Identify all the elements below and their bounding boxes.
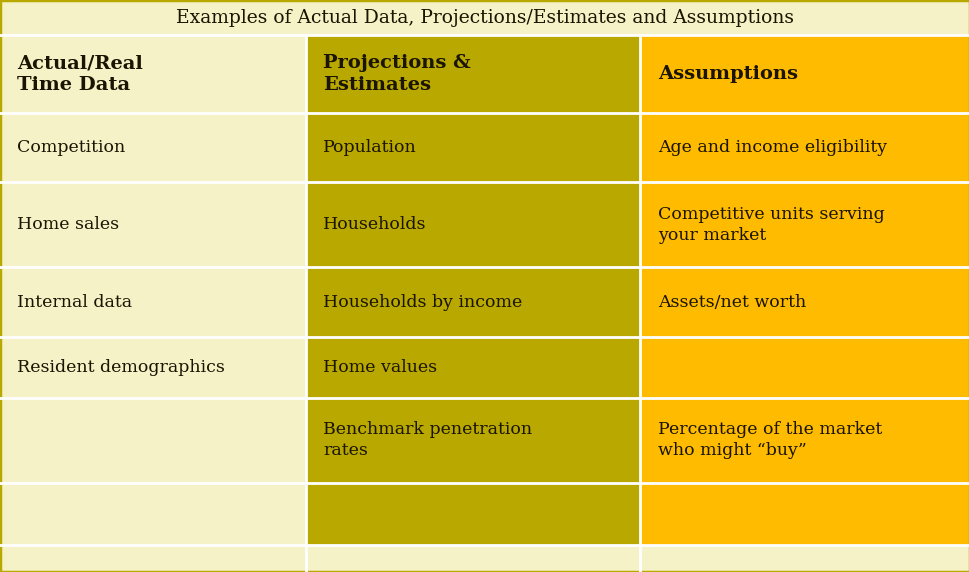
Bar [640,398,969,483]
Text: Examples of Actual Data, Projections/Estimates and Assumptions: Examples of Actual Data, Projections/Est… [175,9,794,27]
Bar [0,0,969,35]
Text: Assets/net worth: Assets/net worth [657,293,805,311]
Bar [305,483,640,545]
Text: Internal data: Internal data [17,293,133,311]
Text: Age and income eligibility: Age and income eligibility [657,139,886,156]
Bar [0,483,305,545]
Bar [640,182,969,267]
Bar [0,398,305,483]
Bar [0,35,305,113]
Bar [640,337,969,398]
Bar [0,182,305,267]
Text: Population: Population [323,139,417,156]
Bar [0,267,305,337]
Bar [0,337,305,398]
Bar [305,35,640,113]
Bar [640,35,969,113]
Text: Home sales: Home sales [17,216,119,233]
Bar [305,398,640,483]
Text: Percentage of the market
who might “buy”: Percentage of the market who might “buy” [657,422,881,459]
Bar [0,113,305,182]
Bar [640,113,969,182]
Bar [305,337,640,398]
Bar [640,483,969,545]
Text: Competitive units serving
your market: Competitive units serving your market [657,206,884,244]
Text: Benchmark penetration
rates: Benchmark penetration rates [323,422,532,459]
Bar [305,182,640,267]
Text: Resident demographics: Resident demographics [17,359,225,376]
Bar [640,267,969,337]
Text: Actual/Real
Time Data: Actual/Real Time Data [17,54,143,94]
Text: Home values: Home values [323,359,437,376]
Bar [305,113,640,182]
Text: Households by income: Households by income [323,293,521,311]
Text: Assumptions: Assumptions [657,65,797,83]
Bar [305,267,640,337]
Text: Competition: Competition [17,139,126,156]
Text: Households: Households [323,216,426,233]
Text: Projections &
Estimates: Projections & Estimates [323,54,470,94]
